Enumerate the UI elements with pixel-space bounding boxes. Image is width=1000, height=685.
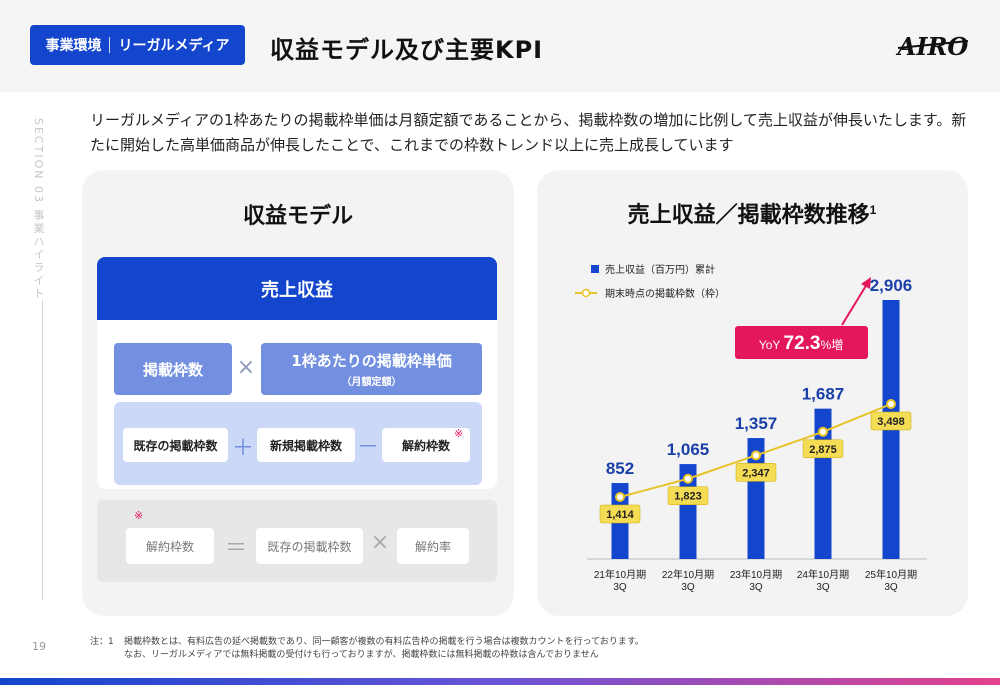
revenue-value-label: 852 (606, 459, 634, 478)
legend-bar-label: 売上収益（百万円）累計 (605, 263, 715, 276)
section-label: SECTION 03 事業ハイライト (32, 118, 45, 301)
x-tick-label: 23年10月期 (730, 568, 782, 581)
slots-marker (818, 426, 828, 437)
slots-marker (886, 399, 896, 409)
formula-note-mark: ※ (134, 509, 144, 522)
plus-sign: ＋ (231, 436, 254, 461)
yoy-arrow-line (841, 283, 868, 326)
legend-bar-swatch (591, 265, 599, 273)
slots-value-label: 3,498 (877, 416, 905, 428)
unit-price-note: （月額定額） (341, 377, 402, 388)
footnote-line-2: なお、リーガルメディアでは無料掲載の受付けも行っておりますが、掲載枠数には無料掲… (124, 650, 599, 660)
header-bar: 事業環境 リーガルメディア 収益モデル及び主要KPI AIRO (0, 0, 1000, 92)
page-number: 19 (32, 640, 46, 653)
cancel-slots-box: 解約枠数 (382, 428, 470, 462)
chart-title-footnote: 1 (870, 203, 877, 217)
footnote-label: 注：1 (90, 637, 114, 647)
slots-value-label: 1,414 (606, 509, 634, 521)
formula-existing-box: 既存の掲載枠数 (256, 528, 363, 564)
formula-multiply-sign: × (370, 530, 390, 555)
footnote-line-1: 掲載枠数とは、有料広告の延べ掲載数であり、同一顧客が複数の有料広告枠の掲載を行う… (124, 637, 644, 647)
slots-value-box (870, 411, 912, 431)
company-logo: AIRO (896, 32, 969, 61)
new-slots-box: 新規掲載枠数 (257, 428, 355, 462)
revenue-value-label: 1,065 (667, 440, 710, 459)
slots-value-box (802, 439, 844, 459)
unit-price-box: 1枠あたりの掲載枠単価 （月額定額） (261, 343, 482, 395)
existing-slots-box: 既存の掲載枠数 (123, 428, 228, 462)
cancel-formula: ※ 解約枠数 ＝ 既存の掲載枠数 × 解約率 (97, 500, 497, 582)
slots-value-label: 1,823 (674, 491, 702, 503)
badge-category: 事業環境 (45, 38, 102, 54)
footnote: 注：1 掲載枠数とは、有料広告の延べ掲載数であり、同一顧客が複数の有料広告枠の掲… (90, 636, 644, 662)
x-tick-sublabel: 3Q (884, 582, 898, 593)
revenue-value-label: 1,357 (735, 414, 778, 433)
x-tick-label: 21年10月期 (594, 568, 646, 581)
slots-label: 掲載枠数 (142, 360, 203, 379)
equals-sign: ＝ (224, 536, 247, 561)
revenue-header: 売上収益 (97, 257, 497, 320)
chart-title-text: 売上収益／掲載枠数推移 (628, 202, 870, 227)
yoy-callout-text: YoY 72.3%増 (759, 333, 843, 354)
side-divider (42, 300, 43, 600)
formula-rate-box: 解約率 (397, 528, 469, 564)
unit-price-label: 1枠あたりの掲載枠単価 (291, 352, 452, 370)
x-tick-sublabel: 3Q (816, 582, 830, 593)
yoy-arrow-head (861, 277, 871, 289)
note-mark: ※ (454, 427, 464, 440)
revenue-model-diagram: 売上収益 掲載枠数 × 1枠あたりの掲載枠単価 （月額定額） 既存の掲載枠数 ＋… (97, 257, 497, 489)
legend-line-marker (581, 288, 591, 298)
x-tick-sublabel: 3Q (613, 582, 627, 593)
slots-marker (615, 492, 625, 502)
minus-sign: － (356, 435, 379, 460)
slots-value-box (599, 504, 641, 524)
x-tick-label: 22年10月期 (662, 568, 714, 581)
intro-text: リーガルメディアの1枠あたりの掲載枠単価は月額定額であることから、掲載枠数の増加… (90, 111, 967, 154)
revenue-model-panel: 収益モデル 売上収益 掲載枠数 × 1枠あたりの掲載枠単価 （月額定額） 既存の… (82, 170, 514, 616)
chart-title: 売上収益／掲載枠数推移1 (628, 202, 877, 227)
x-tick-label: 25年10月期 (865, 568, 917, 581)
slots-value-box (735, 463, 777, 482)
x-tick-sublabel: 3Q (681, 582, 695, 593)
page-title: 収益モデル及び主要KPI (270, 36, 544, 64)
x-tick-label: 24年10月期 (797, 568, 849, 581)
revenue-value-label: 2,906 (870, 276, 913, 295)
formula-cancel-box: 解約枠数 (126, 528, 214, 564)
slots-value-label: 2,347 (742, 467, 770, 479)
slots-value-label: 2,875 (809, 444, 837, 456)
badge-separator (109, 37, 111, 53)
revenue-model-title: 収益モデル (242, 204, 353, 229)
revenue-value-label: 1,687 (802, 385, 845, 404)
slots-box: 掲載枠数 (114, 343, 232, 395)
yoy-callout-box (735, 326, 868, 359)
bottom-accent-bar (0, 678, 1000, 685)
section-badge: 事業環境 リーガルメディア (30, 25, 245, 65)
x-tick-sublabel: 3Q (749, 582, 763, 593)
slots-marker (751, 450, 761, 461)
badge-subcategory: リーガルメディア (118, 38, 230, 54)
slots-value-box (667, 486, 709, 505)
multiply-sign: × (236, 355, 256, 380)
slots-marker (683, 473, 693, 484)
legend-line-label: 期末時点の掲載枠数（枠） (605, 287, 725, 300)
